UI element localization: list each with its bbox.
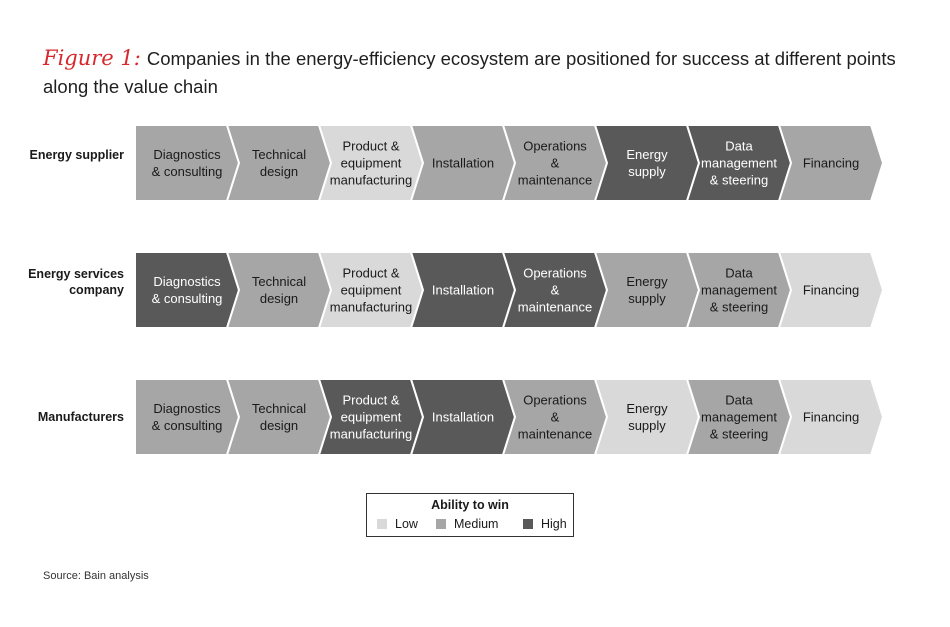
legend-swatch-medium: [436, 519, 446, 529]
chevron-label-data-management-and-steering-row-3: Data management & steering: [701, 393, 777, 442]
chevron-energy-supply-row-3: [593, 378, 701, 456]
legend-label-medium: Medium: [454, 517, 499, 531]
chevron-label-technical-design-row-2: Technical design: [252, 274, 306, 306]
chevron-energy-supply-row-2: [593, 251, 701, 329]
figure-label: Figure 1:: [43, 46, 141, 70]
figure-title: Figure 1: Companies in the energy-efficie…: [43, 44, 923, 101]
legend: Ability to win Low Medium High: [366, 493, 574, 537]
chevron-label-diagnostics-and-consulting-row-3: Diagnostics & consulting: [152, 401, 223, 433]
chevron-label-installation-row-3: Installation: [432, 410, 494, 425]
chevron-energy-supply-row-1: [593, 124, 701, 202]
chevron-diagnostics-and-consulting-row-2: [134, 251, 241, 329]
legend-title: Ability to win: [431, 498, 509, 512]
row-label-energy-services-company: Energy services company: [28, 267, 124, 297]
chevron-label-data-management-and-steering-row-1: Data management & steering: [701, 139, 777, 188]
chevron-label-diagnostics-and-consulting-row-1: Diagnostics & consulting: [152, 147, 223, 179]
row-label-manufacturers: Manufacturers: [37, 410, 124, 424]
chevron-label-technical-design-row-1: Technical design: [252, 147, 306, 179]
figure-title-text: Companies in the energy-efficiency ecosy…: [43, 48, 896, 97]
chevron-label-operations-and-maintenance-row-1: Operations & maintenance: [518, 139, 592, 188]
legend-item-high: High: [523, 517, 567, 532]
chevron-diagnostics-and-consulting-row-1: [134, 124, 241, 202]
chevron-technical-design-row-3: [225, 378, 333, 456]
chevron-label-energy-supply-row-1: Energy supply: [626, 147, 668, 179]
source-note: Source: Bain analysis: [43, 570, 149, 582]
chevron-label-technical-design-row-3: Technical design: [252, 401, 306, 433]
legend-swatch-low: [377, 519, 387, 529]
row-label-energy-supplier: Energy supplier: [29, 148, 124, 162]
chevron-label-product-and-equipment-manufacturing-row-3: Product & equipment manufacturing: [330, 393, 412, 442]
chevron-label-energy-supply-row-2: Energy supply: [626, 274, 668, 306]
chevron-label-operations-and-maintenance-row-2: Operations & maintenance: [518, 266, 592, 315]
legend-item-medium: Medium: [436, 517, 498, 532]
chevron-label-installation-row-1: Installation: [432, 156, 494, 171]
chevron-technical-design-row-2: [225, 251, 333, 329]
chevron-financing-row-1: [777, 124, 885, 202]
legend-swatch-high: [523, 519, 533, 529]
chevron-financing-row-3: [777, 378, 885, 456]
legend-label-low: Low: [395, 517, 418, 531]
chevron-label-diagnostics-and-consulting-row-2: Diagnostics & consulting: [152, 274, 223, 306]
chevron-label-financing-row-3: Financing: [803, 410, 859, 425]
chevron-label-operations-and-maintenance-row-3: Operations & maintenance: [518, 393, 592, 442]
chevron-diagnostics-and-consulting-row-3: [134, 378, 241, 456]
legend-item-low: Low: [377, 517, 418, 532]
chevron-label-financing-row-2: Financing: [803, 283, 859, 298]
chevron-technical-design-row-1: [225, 124, 333, 202]
chevron-label-product-and-equipment-manufacturing-row-2: Product & equipment manufacturing: [330, 266, 412, 315]
chevron-label-energy-supply-row-3: Energy supply: [626, 401, 668, 433]
chevron-label-installation-row-2: Installation: [432, 283, 494, 298]
legend-label-high: High: [541, 517, 567, 531]
chevron-label-data-management-and-steering-row-2: Data management & steering: [701, 266, 777, 315]
chevron-label-financing-row-1: Financing: [803, 156, 859, 171]
chevron-label-product-and-equipment-manufacturing-row-1: Product & equipment manufacturing: [330, 139, 412, 188]
chevron-financing-row-2: [777, 251, 885, 329]
